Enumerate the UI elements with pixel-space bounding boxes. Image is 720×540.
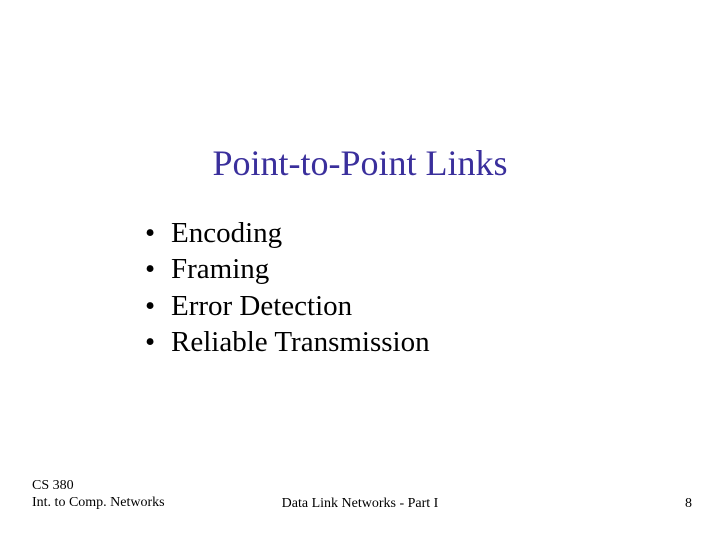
bullet-marker-icon: • (145, 251, 171, 287)
list-item: • Error Detection (145, 288, 430, 324)
footer-center: Data Link Networks - Part I (0, 496, 720, 512)
list-item: • Framing (145, 251, 430, 287)
footer-course-code: CS 380 (32, 478, 165, 495)
list-item: • Reliable Transmission (145, 324, 430, 360)
slide: Point-to-Point Links • Encoding • Framin… (0, 0, 720, 540)
bullet-marker-icon: • (145, 288, 171, 324)
bullet-list: • Encoding • Framing • Error Detection •… (145, 215, 430, 360)
list-item: • Encoding (145, 215, 430, 251)
bullet-text: Reliable Transmission (171, 324, 430, 360)
bullet-text: Encoding (171, 215, 282, 251)
bullet-marker-icon: • (145, 215, 171, 251)
footer-page-number: 8 (685, 496, 692, 512)
slide-title: Point-to-Point Links (0, 142, 720, 184)
slide-footer: CS 380 Int. to Comp. Networks Data Link … (0, 472, 720, 512)
bullet-marker-icon: • (145, 324, 171, 360)
bullet-text: Framing (171, 251, 269, 287)
bullet-text: Error Detection (171, 288, 352, 324)
